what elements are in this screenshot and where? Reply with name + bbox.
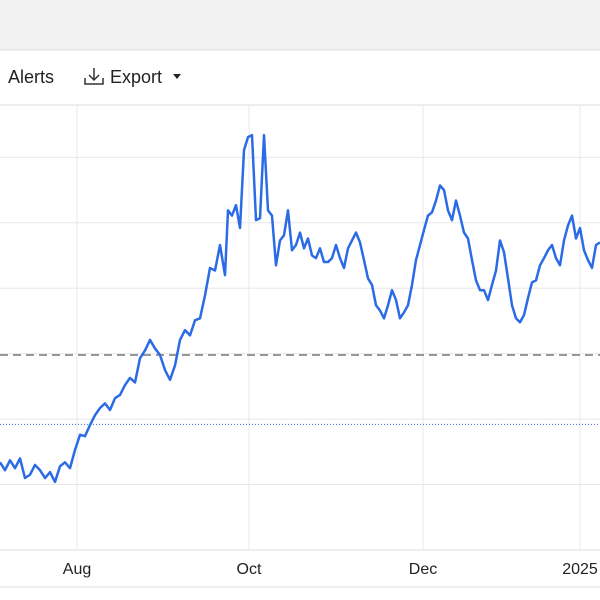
x-tick-label: 2025: [562, 561, 598, 578]
price-line: [0, 133, 600, 484]
export-button[interactable]: Export: [110, 67, 162, 87]
export-icon: [84, 68, 104, 85]
top-bar: [0, 0, 600, 50]
alerts-button[interactable]: Alerts: [8, 67, 54, 87]
x-tick-label: Dec: [409, 561, 437, 578]
x-tick-label: Oct: [237, 561, 262, 578]
caret: [173, 74, 181, 79]
x-tick-label: Aug: [63, 561, 91, 578]
